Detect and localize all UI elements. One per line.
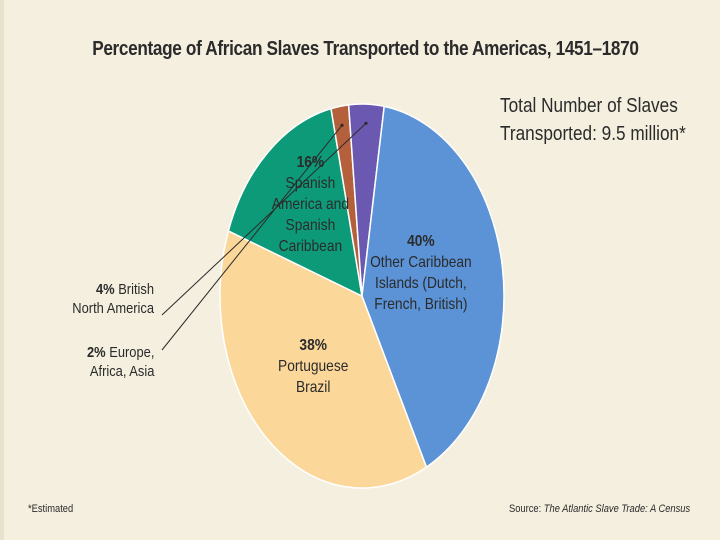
source-title: The Atlantic Slave Trade: A Census [543,503,690,515]
source-prefix: Source: [508,503,544,515]
callout-europe-pct: 2% [86,344,106,361]
pie-slice-spanish-america [227,107,363,297]
leader-line-europe-africa-asia [161,124,343,351]
total-slaves-note: Total Number of Slaves Transported: 9.5 … [500,92,686,148]
slice-label-line: America and [272,195,349,213]
slice-label-line: Spanish [286,174,336,192]
pie-slice-other-caribbean [361,105,505,468]
slice-label-line: Spanish [286,216,336,234]
slice-label-line: Other Caribbean [370,253,472,271]
total-line-2: Transported: 9.5 million* [500,123,686,145]
callout-europe-line-1: Europe, [108,344,154,361]
callout-europe-line-2: Africa, Asia [89,363,154,380]
slice-label-line: Portuguese [278,357,348,375]
slice-pct-other-caribbean: 40% [407,232,435,250]
callout-british-north-america: 4% British North America [72,280,154,318]
slice-pct-spanish-america: 16% [297,153,325,171]
slice-pct-portuguese-brazil: 38% [299,336,327,354]
slice-label-spanish-america: 16% Spanish America and Spanish Caribbean [272,153,349,255]
slice-label-line: Islands (Dutch, [375,274,467,292]
slice-label-other-caribbean: 40% Other Caribbean Islands (Dutch, French,… [370,232,472,313]
slice-label-line: Caribbean [279,237,342,255]
chart-title: Percentage of African Slaves Transported… [92,38,639,60]
pie-chart: 38% Portuguese Brazil 16% Spanish America and… [161,103,505,489]
callout-british-line-2: North America [72,300,154,317]
callout-europe-africa-asia: 2% Europe, Africa, Asia [87,343,154,381]
slice-label-portuguese-brazil: 38% Portuguese Brazil [278,336,348,396]
callout-british-line-1: British [118,281,154,298]
pie-slice-portuguese-brazil [219,230,428,489]
source-citation: Source: The Atlantic Slave Trade: A Cens… [509,503,690,515]
callout-british-pct: 4% [95,281,115,298]
leader-line-british-north-america [161,122,367,316]
total-line-1: Total Number of Slaves [500,95,678,117]
leader-dot-europe-africa-asia [340,123,344,127]
leader-dot-british-north-america [364,121,368,125]
footnote-estimated: *Estimated [28,503,74,515]
slice-label-line: French, British) [374,295,467,313]
slice-label-line: Brazil [296,378,330,396]
